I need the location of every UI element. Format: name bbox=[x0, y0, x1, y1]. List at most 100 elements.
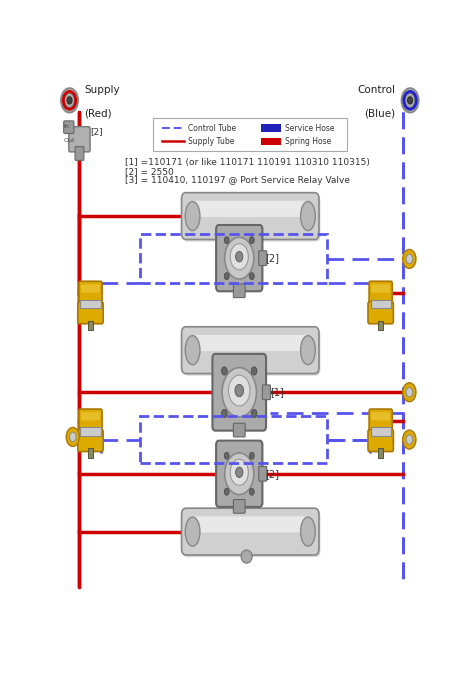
Ellipse shape bbox=[185, 335, 200, 365]
Text: Supply: Supply bbox=[84, 85, 120, 95]
FancyBboxPatch shape bbox=[64, 121, 74, 133]
Bar bbox=[81, 428, 100, 436]
FancyBboxPatch shape bbox=[69, 126, 90, 152]
Ellipse shape bbox=[241, 550, 252, 563]
FancyBboxPatch shape bbox=[78, 302, 103, 324]
FancyBboxPatch shape bbox=[368, 430, 393, 451]
Circle shape bbox=[70, 432, 76, 442]
Text: Supply Tube: Supply Tube bbox=[188, 137, 234, 146]
Circle shape bbox=[251, 367, 257, 375]
Ellipse shape bbox=[301, 201, 315, 231]
Circle shape bbox=[224, 237, 229, 244]
FancyBboxPatch shape bbox=[259, 251, 267, 266]
FancyBboxPatch shape bbox=[182, 326, 319, 374]
FancyBboxPatch shape bbox=[183, 195, 320, 242]
FancyBboxPatch shape bbox=[233, 499, 245, 513]
Circle shape bbox=[249, 488, 254, 495]
Bar bbox=[378, 320, 383, 330]
Circle shape bbox=[403, 430, 416, 449]
FancyBboxPatch shape bbox=[368, 302, 393, 324]
Circle shape bbox=[235, 385, 244, 397]
Circle shape bbox=[405, 93, 415, 108]
Text: [3] = 110410, 110197 @ Port Service Relay Valve: [3] = 110410, 110197 @ Port Service Rela… bbox=[125, 176, 350, 185]
Circle shape bbox=[221, 367, 227, 375]
Circle shape bbox=[401, 88, 419, 113]
Circle shape bbox=[224, 273, 229, 279]
FancyBboxPatch shape bbox=[233, 423, 245, 437]
Circle shape bbox=[228, 375, 250, 406]
Circle shape bbox=[221, 409, 227, 417]
Circle shape bbox=[406, 435, 413, 445]
Ellipse shape bbox=[241, 234, 252, 248]
Circle shape bbox=[61, 88, 78, 113]
Circle shape bbox=[249, 452, 254, 459]
Circle shape bbox=[230, 459, 248, 486]
Circle shape bbox=[406, 387, 413, 397]
Text: (Red): (Red) bbox=[84, 108, 112, 118]
Ellipse shape bbox=[185, 201, 200, 231]
FancyBboxPatch shape bbox=[193, 335, 307, 351]
FancyBboxPatch shape bbox=[263, 385, 271, 400]
Ellipse shape bbox=[241, 369, 252, 382]
Circle shape bbox=[224, 452, 229, 459]
Circle shape bbox=[249, 273, 254, 279]
Ellipse shape bbox=[301, 517, 315, 546]
FancyBboxPatch shape bbox=[369, 409, 392, 434]
FancyBboxPatch shape bbox=[216, 225, 263, 291]
Bar bbox=[378, 448, 383, 458]
FancyBboxPatch shape bbox=[233, 284, 245, 298]
Circle shape bbox=[67, 97, 72, 104]
Circle shape bbox=[224, 488, 229, 495]
Text: (Blue): (Blue) bbox=[364, 108, 395, 118]
Text: Service Hose: Service Hose bbox=[285, 124, 335, 133]
FancyBboxPatch shape bbox=[193, 516, 307, 533]
Circle shape bbox=[66, 428, 80, 447]
FancyBboxPatch shape bbox=[183, 329, 320, 376]
FancyBboxPatch shape bbox=[182, 193, 319, 240]
Circle shape bbox=[230, 244, 248, 270]
FancyBboxPatch shape bbox=[79, 281, 102, 306]
Text: [2]: [2] bbox=[265, 469, 279, 479]
FancyBboxPatch shape bbox=[78, 430, 103, 451]
Text: [1] =110171 (or like 110171 110191 110310 110315): [1] =110171 (or like 110171 110191 11031… bbox=[125, 158, 370, 167]
Text: Spring Hose: Spring Hose bbox=[285, 137, 331, 146]
FancyBboxPatch shape bbox=[371, 412, 390, 421]
Bar bbox=[371, 300, 391, 308]
Text: In: In bbox=[64, 124, 69, 129]
Text: [1]: [1] bbox=[271, 387, 284, 398]
Text: Control Tube: Control Tube bbox=[188, 124, 236, 133]
Circle shape bbox=[225, 237, 254, 279]
Circle shape bbox=[64, 93, 75, 108]
Ellipse shape bbox=[185, 517, 200, 546]
FancyBboxPatch shape bbox=[182, 508, 319, 555]
FancyBboxPatch shape bbox=[371, 284, 390, 292]
Bar bbox=[88, 320, 93, 330]
FancyBboxPatch shape bbox=[193, 201, 307, 217]
Circle shape bbox=[408, 97, 413, 104]
Circle shape bbox=[251, 409, 257, 417]
Circle shape bbox=[222, 367, 256, 417]
Text: Out: Out bbox=[64, 139, 75, 143]
Ellipse shape bbox=[301, 335, 315, 365]
FancyBboxPatch shape bbox=[369, 281, 392, 306]
FancyBboxPatch shape bbox=[216, 441, 263, 507]
Bar bbox=[371, 428, 391, 436]
Circle shape bbox=[236, 467, 243, 477]
Text: [2]: [2] bbox=[91, 127, 103, 136]
Bar bbox=[261, 124, 282, 132]
Circle shape bbox=[225, 453, 254, 494]
Bar bbox=[88, 448, 93, 458]
Circle shape bbox=[403, 382, 416, 402]
Circle shape bbox=[249, 237, 254, 244]
Circle shape bbox=[236, 251, 243, 262]
Text: Control: Control bbox=[357, 85, 395, 95]
FancyBboxPatch shape bbox=[153, 117, 347, 152]
Circle shape bbox=[406, 254, 413, 264]
Text: [2]: [2] bbox=[265, 253, 279, 263]
FancyBboxPatch shape bbox=[81, 284, 100, 292]
FancyBboxPatch shape bbox=[75, 147, 84, 161]
FancyBboxPatch shape bbox=[79, 409, 102, 434]
Bar bbox=[81, 300, 100, 308]
Circle shape bbox=[403, 249, 416, 268]
FancyBboxPatch shape bbox=[81, 412, 100, 421]
